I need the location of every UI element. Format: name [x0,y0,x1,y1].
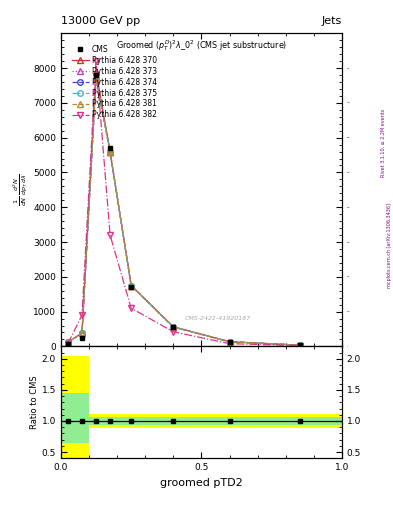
CMS [80,335,84,341]
Pythia 6.428 370 [94,69,98,75]
Pythia 6.428 373 [171,324,176,330]
CMS [171,324,176,330]
Pythia 6.428 382 [94,58,98,64]
Pythia 6.428 370 [66,339,70,345]
Pythia 6.428 370 [227,338,232,345]
Pythia 6.428 381 [108,148,112,155]
Pythia 6.428 374 [227,338,232,345]
Pythia 6.428 374 [66,339,70,345]
Pythia 6.428 375 [227,338,232,345]
Line: Pythia 6.428 373: Pythia 6.428 373 [65,76,303,348]
Pythia 6.428 375 [94,75,98,81]
Pythia 6.428 375 [171,324,176,330]
Line: Pythia 6.428 375: Pythia 6.428 375 [65,76,303,348]
Y-axis label: $\frac{1}{dN}\,\frac{d^2N}{dp_T\,d\lambda}$: $\frac{1}{dN}\,\frac{d^2N}{dp_T\,d\lambd… [12,174,30,206]
Text: mcplots.cern.ch [arXiv:1306.3436]: mcplots.cern.ch [arXiv:1306.3436] [387,203,391,288]
Text: Groomed $(p_T^D)^2\lambda\_0^2$ (CMS jet substructure): Groomed $(p_T^D)^2\lambda\_0^2$ (CMS jet… [116,38,287,53]
Line: Pythia 6.428 381: Pythia 6.428 381 [65,76,303,348]
Pythia 6.428 381 [171,324,176,330]
Line: Pythia 6.428 370: Pythia 6.428 370 [65,69,303,348]
Pythia 6.428 375 [80,330,84,336]
Pythia 6.428 381 [298,342,302,348]
Pythia 6.428 375 [66,339,70,345]
Line: CMS: CMS [66,73,302,348]
Pythia 6.428 381 [94,75,98,81]
Pythia 6.428 370 [171,324,176,330]
Pythia 6.428 382 [171,329,176,335]
Pythia 6.428 370 [108,148,112,155]
Text: 13000 GeV pp: 13000 GeV pp [61,15,140,26]
Text: CMS-2421-41920187: CMS-2421-41920187 [185,316,252,322]
CMS [94,72,98,78]
Y-axis label: Ratio to CMS: Ratio to CMS [30,375,39,429]
CMS [298,343,302,349]
Pythia 6.428 382 [129,305,134,311]
Pythia 6.428 374 [94,75,98,81]
Pythia 6.428 375 [298,342,302,348]
Pythia 6.428 370 [298,342,302,348]
Pythia 6.428 381 [80,330,84,336]
Pythia 6.428 374 [80,330,84,336]
Pythia 6.428 381 [66,339,70,345]
Pythia 6.428 373 [129,283,134,289]
Pythia 6.428 382 [108,232,112,238]
Pythia 6.428 373 [298,342,302,348]
Pythia 6.428 370 [129,283,134,289]
Pythia 6.428 370 [80,330,84,336]
Pythia 6.428 375 [108,148,112,155]
Pythia 6.428 374 [108,148,112,155]
CMS [129,284,134,290]
Pythia 6.428 373 [66,339,70,345]
Pythia 6.428 381 [227,338,232,345]
Legend: CMS, Pythia 6.428 370, Pythia 6.428 373, Pythia 6.428 374, Pythia 6.428 375, Pyt: CMS, Pythia 6.428 370, Pythia 6.428 373,… [70,44,158,121]
Pythia 6.428 373 [108,148,112,155]
Pythia 6.428 382 [298,343,302,349]
X-axis label: groomed pTD2: groomed pTD2 [160,478,243,487]
Pythia 6.428 374 [298,342,302,348]
Pythia 6.428 382 [227,340,232,347]
CMS [66,340,70,347]
Line: Pythia 6.428 374: Pythia 6.428 374 [65,76,303,348]
Line: Pythia 6.428 382: Pythia 6.428 382 [65,58,303,349]
Pythia 6.428 374 [171,324,176,330]
CMS [108,145,112,151]
Pythia 6.428 374 [129,283,134,289]
CMS [227,339,232,345]
Text: Rivet 3.1.10, ≥ 2.2M events: Rivet 3.1.10, ≥ 2.2M events [381,109,386,178]
Pythia 6.428 382 [80,312,84,318]
Pythia 6.428 381 [129,283,134,289]
Pythia 6.428 382 [66,340,70,347]
Pythia 6.428 373 [227,338,232,345]
Pythia 6.428 375 [129,283,134,289]
Pythia 6.428 373 [80,330,84,336]
Pythia 6.428 373 [94,75,98,81]
Text: Jets: Jets [321,15,342,26]
